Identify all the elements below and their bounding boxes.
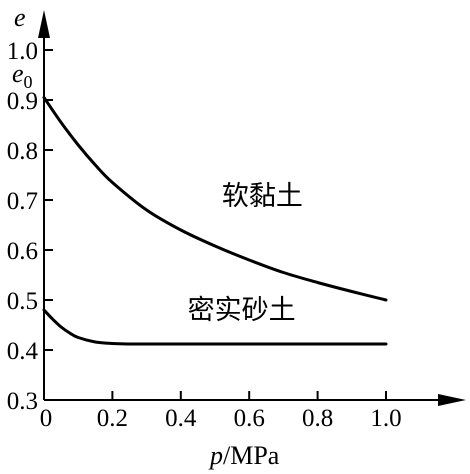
- x-tick-label: 0.6: [234, 405, 265, 432]
- y-tick-label: 0.7: [7, 188, 38, 215]
- x-tick-label: 0.4: [165, 405, 197, 432]
- series-label-1: 软黏土: [222, 181, 303, 211]
- series-line-1: [42, 96, 388, 302]
- x-axis-label: p/MPa: [208, 441, 280, 470]
- y-marker-subscript: 0: [24, 72, 33, 92]
- y-axis-arrow: [38, 10, 50, 38]
- y-tick-label: 1.0: [7, 38, 38, 65]
- y-tick-label: 0.5: [7, 288, 38, 315]
- series-line-2: [42, 308, 388, 346]
- series-label-2: 密实砂土: [188, 295, 296, 325]
- x-axis-unit: /MPa: [223, 441, 280, 470]
- x-tick-label: 0: [40, 405, 53, 432]
- y-tick-label: 0.9: [7, 88, 38, 115]
- y-axis-label: e: [14, 3, 26, 32]
- ticks: 0.3 0.4 0.5 0.6 0.7 0.8 0.9 1.0 0 0.2 0.4 0.6 0.8 1.0: [7, 38, 402, 432]
- x-tick-label: 0.8: [302, 405, 333, 432]
- y-marker-symbol: e: [12, 59, 24, 88]
- x-axis-symbol: p: [208, 441, 223, 470]
- y-tick-label: 0.4: [7, 338, 39, 365]
- x-tick-label: 1.0: [370, 405, 401, 432]
- labels: e e0 p/MPa: [12, 3, 280, 470]
- y-tick-label: 0.6: [7, 238, 38, 265]
- y-marker-label: e0: [12, 59, 33, 92]
- x-tick-label: 0.2: [97, 405, 128, 432]
- x-axis-arrow: [438, 394, 466, 406]
- y-tick-label: 0.8: [7, 138, 38, 165]
- y-tick-label: 0.3: [7, 388, 38, 415]
